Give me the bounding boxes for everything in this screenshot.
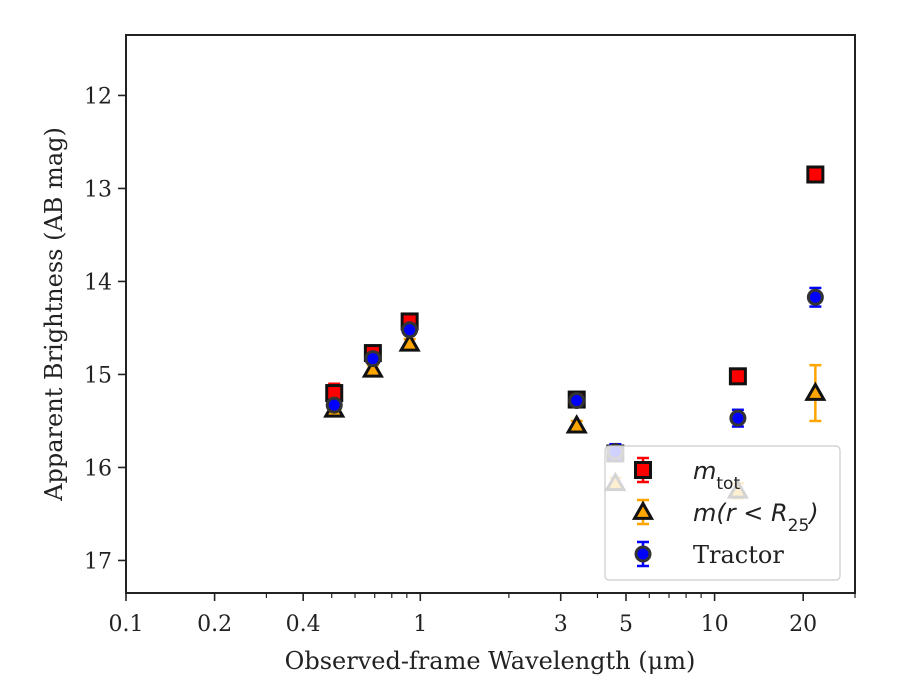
data-point-circle [364,350,382,368]
data-point-triangle [398,332,421,352]
data-point-circle [806,288,824,306]
legend-box [604,445,841,581]
y-tick-label: 12 [84,84,112,109]
legend-marker-square [634,461,652,479]
data-point-square [728,367,747,386]
data-point-circle [729,409,747,427]
data-point-circle [401,321,419,339]
data-point-square [806,165,825,184]
y-tick-label: 15 [84,363,112,388]
x-tick-label: 5 [619,612,633,637]
y-tick-label: 13 [84,177,112,202]
data-point-triangle [565,414,588,434]
x-tick-label: 0.1 [109,612,144,637]
data-point-triangle [361,358,384,378]
legend-marker-triangle [631,500,655,520]
legend-marker-circle [634,545,652,563]
legend: mtot m(r < R25) Tractor [604,445,841,581]
x-tick-label: 10 [701,612,729,637]
data-point-circle [568,391,586,409]
legend-label: mtot [693,457,740,494]
x-axis-label: Observed-frame Wavelength (μm) [285,647,696,675]
x-tick-label: 20 [789,612,817,637]
data-marks [323,165,827,500]
data-point-circle [325,396,343,414]
x-tick-label: 0.4 [286,612,321,637]
y-tick-label: 17 [84,549,112,574]
x-tick-label: 0.2 [197,612,232,637]
x-tick-label: 1 [413,612,427,637]
y-tick-label: 14 [84,270,112,295]
legend-label: Tractor [693,541,784,569]
legend-label: m(r < R25) [693,499,819,536]
y-tick-label: 16 [84,456,112,481]
y-axis-label: Apparent Brightness (AB mag) [40,127,68,502]
x-tick-label: 3 [554,612,568,637]
data-point-triangle [804,381,827,401]
plot-frame [125,34,856,594]
series-square [325,165,825,463]
